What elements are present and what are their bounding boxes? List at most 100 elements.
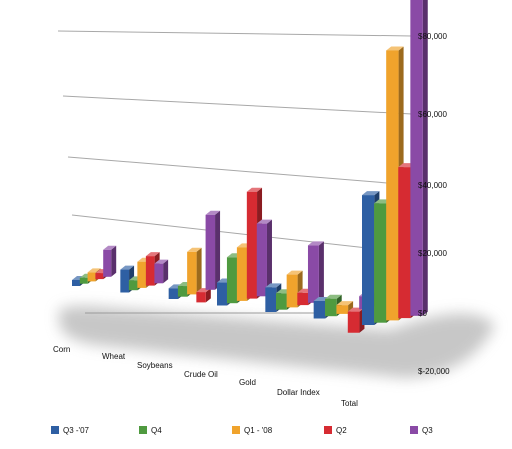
- bar-top: [187, 247, 202, 252]
- bar-side: [318, 241, 324, 303]
- floor-shadow: [58, 305, 495, 378]
- bar-side: [111, 245, 117, 277]
- bar-front: [275, 293, 287, 310]
- bar-front: [137, 261, 147, 288]
- legend-label: Q2: [336, 426, 347, 435]
- bar-front: [325, 298, 337, 317]
- bar-front: [297, 292, 309, 306]
- bar-front: [196, 292, 206, 303]
- bar-front: [120, 269, 130, 293]
- bar-front: [398, 167, 411, 319]
- bar-side: [163, 259, 169, 284]
- bar-top: [145, 252, 160, 257]
- legend-item: Q1 - '08: [232, 426, 273, 435]
- legend-swatch: [410, 426, 418, 434]
- bar-front: [177, 286, 188, 297]
- bar-2-4: [205, 210, 221, 290]
- bar-front: [307, 245, 319, 303]
- bar-1-4: [154, 259, 169, 284]
- bar-front: [347, 311, 360, 333]
- legend-item: Q3 -'07: [51, 426, 90, 435]
- bar-top: [325, 294, 342, 299]
- bar-top: [205, 210, 221, 215]
- bar-top: [362, 191, 380, 196]
- bar-front: [128, 280, 138, 291]
- bar-front: [205, 214, 216, 290]
- bar-top: [265, 283, 282, 288]
- bar-front: [236, 247, 248, 301]
- gridlines: [57, 30, 413, 314]
- bar-front: [362, 195, 375, 325]
- bar-front: [187, 251, 197, 295]
- bar-front: [217, 282, 228, 306]
- bar-front: [103, 249, 112, 277]
- bar-top: [154, 259, 169, 264]
- bar-side: [422, 0, 428, 316]
- y-tick-label: $60,000: [418, 110, 447, 119]
- legend-label: Q3: [422, 426, 433, 435]
- bar-5-3: [347, 307, 365, 333]
- category-label: Wheat: [102, 352, 126, 361]
- bar-front: [313, 301, 326, 319]
- bar-4-4: [307, 241, 324, 303]
- bar-front: [226, 257, 238, 304]
- legend-label: Q3 -'07: [63, 426, 90, 435]
- bar-top: [246, 187, 263, 192]
- bar-side: [205, 288, 211, 303]
- bar-front: [72, 280, 80, 286]
- legend-item: Q4: [139, 426, 162, 435]
- legend-swatch: [139, 426, 147, 434]
- category-labels: Corn Wheat Soybeans Crude Oil Gold Dollar Ind…: [53, 345, 358, 408]
- bar-front: [87, 272, 96, 282]
- bar-front: [374, 203, 387, 323]
- y-tick-label: $0: [418, 309, 427, 318]
- bar-2-2: [187, 247, 202, 295]
- category-label: Gold: [239, 378, 256, 387]
- legend: Q3 -'07 Q4 Q1 - '08 Q2 Q3: [51, 426, 433, 435]
- bar-side: [266, 219, 272, 297]
- legend-label: Q4: [151, 426, 162, 435]
- gridline: [57, 30, 413, 37]
- gridline: [62, 95, 413, 115]
- gridline: [71, 214, 413, 254]
- bar-front: [79, 277, 88, 284]
- bar-side: [196, 247, 202, 295]
- legend-swatch: [324, 426, 332, 434]
- bar-top: [307, 241, 324, 246]
- bar-top: [386, 46, 404, 51]
- category-label: Corn: [53, 345, 70, 354]
- y-tick-label: $40,000: [418, 181, 447, 190]
- bar-front: [265, 287, 277, 312]
- y-tick-label: $20,000: [418, 249, 447, 258]
- gridline: [67, 156, 413, 186]
- bar-top: [286, 270, 303, 275]
- category-label: Crude Oil: [184, 370, 218, 379]
- bar-3-4: [256, 219, 272, 297]
- category-label: Soybeans: [137, 361, 173, 370]
- chart-floor-shadow: [58, 305, 495, 378]
- bar-front: [286, 274, 298, 308]
- legend-swatch: [51, 426, 59, 434]
- bar-front: [95, 273, 104, 280]
- bar-top: [256, 219, 272, 224]
- bar-front: [256, 223, 267, 297]
- y-tick-label: $80,000: [418, 32, 447, 41]
- category-label: Total: [341, 399, 358, 408]
- bars: [72, 0, 428, 333]
- y-axis-tick-labels: $-20,000 $0 $20,000 $40,000 $60,000 $80,000: [418, 32, 450, 376]
- y-tick-label: $-20,000: [418, 367, 450, 376]
- legend-label: Q1 - '08: [244, 426, 273, 435]
- legend-swatch: [232, 426, 240, 434]
- bar-front: [145, 256, 155, 286]
- legend-item: Q3: [410, 426, 433, 435]
- bar-front: [154, 263, 164, 284]
- bar-top: [336, 301, 354, 306]
- category-label: Dollar Index: [277, 388, 320, 397]
- bar-top: [87, 268, 101, 273]
- bar-side: [215, 210, 221, 290]
- legend-item: Q2: [324, 426, 347, 435]
- bar-0-4: [103, 245, 117, 277]
- bar-front: [246, 191, 258, 299]
- bar-front: [410, 0, 423, 316]
